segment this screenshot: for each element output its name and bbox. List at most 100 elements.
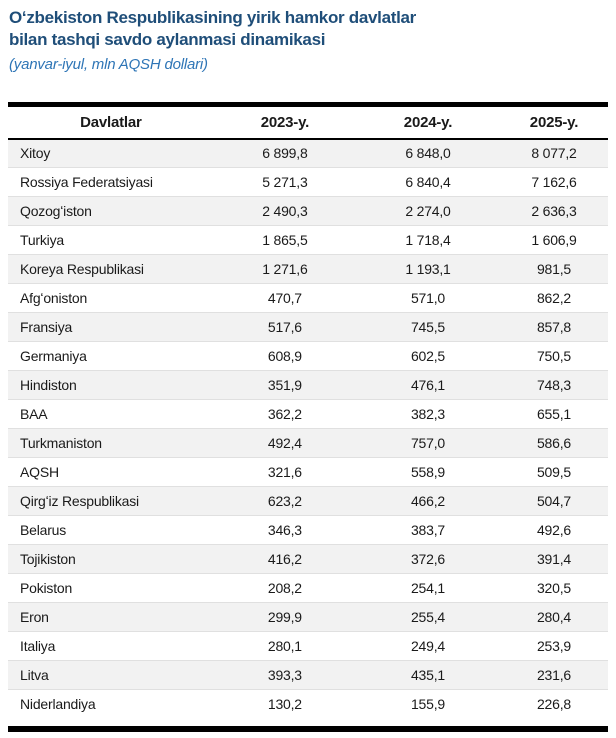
value-cell-y2025: 750,5 bbox=[499, 341, 608, 371]
value-cell-y2025: 857,8 bbox=[499, 312, 608, 342]
value-cell-y2025: 226,8 bbox=[499, 689, 608, 719]
value-cell-y2024: 745,5 bbox=[355, 312, 500, 342]
value-cell-y2024: 6 848,0 bbox=[405, 145, 451, 162]
table-row: Xitoy 6 899,8 6 848,0 8 077,2 bbox=[8, 138, 608, 168]
country-cell: Turkmaniston bbox=[8, 428, 214, 458]
header-row: Davlatlar 2023-y. 2024-y. 2025-y. bbox=[8, 104, 608, 140]
value-cell-y2024: 372,6 bbox=[355, 544, 500, 574]
column-header-2025: 2025-y. bbox=[499, 104, 608, 140]
country-cell: Litva bbox=[8, 660, 214, 690]
value-cell-y2024: 1 718,4 bbox=[355, 225, 500, 255]
table-bottom-bar bbox=[8, 725, 608, 732]
value-cell-y2023: 470,7 bbox=[213, 283, 356, 313]
page-title-line1: Oʻzbekiston Respublikasining yirik hamko… bbox=[9, 8, 416, 27]
country-cell: Rossiya Federatsiyasi bbox=[8, 167, 214, 197]
value-cell-y2025: 8 077,2 bbox=[531, 145, 577, 162]
table-bottom-gap bbox=[8, 718, 608, 726]
value-cell-y2025: 391,4 bbox=[499, 544, 608, 574]
value-cell-y2023: 351,9 bbox=[213, 370, 356, 400]
table-row: Tojikiston 416,2 372,6 391,4 bbox=[8, 544, 608, 574]
value-cell-y2025: 1 606,9 bbox=[499, 225, 608, 255]
table-row: Koreya Respublikasi 1 271,6 1 193,1 981,5 bbox=[8, 254, 608, 284]
value-cell-y2025: 492,6 bbox=[499, 515, 608, 545]
column-header-2023: 2023-y. bbox=[213, 104, 356, 140]
country-cell: Belarus bbox=[8, 515, 214, 545]
value-cell-y2025: 320,5 bbox=[499, 573, 608, 603]
value-cell-y2024: 382,3 bbox=[355, 399, 500, 429]
value-cell-y2024: 254,1 bbox=[355, 573, 500, 603]
value-cell-y2024: 255,4 bbox=[355, 602, 500, 632]
country-cell: Fransiya bbox=[8, 312, 214, 342]
value-cell-y2025: 981,5 bbox=[499, 254, 608, 284]
value-cell-y2025: 509,5 bbox=[499, 457, 608, 487]
value-cell-y2025: 748,3 bbox=[499, 370, 608, 400]
country-cell: Qozogʻiston bbox=[8, 196, 214, 226]
table-row: Hindiston 351,9 476,1 748,3 bbox=[8, 370, 608, 400]
country-cell: AQSH bbox=[8, 457, 214, 487]
table-row: Belarus 346,3 383,7 492,6 bbox=[8, 515, 608, 545]
value-cell-y2025: 280,4 bbox=[499, 602, 608, 632]
value-cell-y2023: 608,9 bbox=[213, 341, 356, 371]
value-cell-y2023: 517,6 bbox=[213, 312, 356, 342]
page-subtitle: (yanvar-iyul, mln AQSH dollari) bbox=[9, 56, 208, 73]
value-cell-y2024: 435,1 bbox=[355, 660, 500, 690]
country-cell: Italiya bbox=[8, 631, 214, 661]
value-cell-y2023: 299,9 bbox=[213, 602, 356, 632]
table-row: Fransiya 517,6 745,5 857,8 bbox=[8, 312, 608, 342]
table-row: Turkiya 1 865,5 1 718,4 1 606,9 bbox=[8, 225, 608, 255]
value-cell-y2024: 602,5 bbox=[355, 341, 500, 371]
value-cell-y2024: 2 274,0 bbox=[355, 196, 500, 226]
column-header-2024: 2024-y. bbox=[355, 104, 500, 140]
value-cell-y2023: 1 865,5 bbox=[213, 225, 356, 255]
table-row: Germaniya 608,9 602,5 750,5 bbox=[8, 341, 608, 371]
table-row: Italiya 280,1 249,4 253,9 bbox=[8, 631, 608, 661]
value-cell-y2025: 655,1 bbox=[499, 399, 608, 429]
value-cell-y2025: 231,6 bbox=[499, 660, 608, 690]
value-cell-y2024: 757,0 bbox=[355, 428, 500, 458]
table-row: Rossiya Federatsiyasi 5 271,3 6 840,4 7 162… bbox=[8, 167, 608, 197]
country-cell: Tojikiston bbox=[8, 544, 214, 574]
value-cell-y2023: 362,2 bbox=[213, 399, 356, 429]
value-cell-y2023: 321,6 bbox=[213, 457, 356, 487]
table-row: Niderlandiya 130,2 155,9 226,8 bbox=[8, 689, 608, 719]
table-header: Davlatlar 2023-y. 2024-y. 2025-y. bbox=[8, 104, 608, 140]
value-cell-y2023: 208,2 bbox=[213, 573, 356, 603]
value-cell-y2023: 1 271,6 bbox=[213, 254, 356, 284]
value-cell-y2023: 280,1 bbox=[213, 631, 356, 661]
value-cell-y2023: 346,3 bbox=[213, 515, 356, 545]
value-cell-y2023: 5 271,3 bbox=[213, 167, 356, 197]
table-body: Xitoy 6 899,8 6 848,0 8 077,2 Rossiya Federa… bbox=[8, 138, 608, 719]
value-cell-y2024: 571,0 bbox=[355, 283, 500, 313]
value-cell-y2024: 476,1 bbox=[355, 370, 500, 400]
value-cell-y2024: 249,4 bbox=[355, 631, 500, 661]
value-cell-y2025: 253,9 bbox=[499, 631, 608, 661]
value-cell-y2024: 1 193,1 bbox=[355, 254, 500, 284]
value-cell-y2024: 558,9 bbox=[355, 457, 500, 487]
trade-table: Davlatlar 2023-y. 2024-y. 2025-y. Xitoy 6… bbox=[8, 102, 608, 719]
country-cell: Xitoy bbox=[20, 145, 51, 162]
value-cell-y2023: 623,2 bbox=[213, 486, 356, 516]
value-cell-y2023: 492,4 bbox=[213, 428, 356, 458]
value-cell-y2024: 466,2 bbox=[355, 486, 500, 516]
column-header-davlatlar: Davlatlar bbox=[8, 104, 214, 140]
value-cell-y2024: 6 840,4 bbox=[355, 167, 500, 197]
table-row: Eron 299,9 255,4 280,4 bbox=[8, 602, 608, 632]
table-row: Pokiston 208,2 254,1 320,5 bbox=[8, 573, 608, 603]
table-row: AQSH 321,6 558,9 509,5 bbox=[8, 457, 608, 487]
country-cell: Qirgʻiz Respublikasi bbox=[8, 486, 214, 516]
country-cell: Pokiston bbox=[8, 573, 214, 603]
table-row: Qozogʻiston 2 490,3 2 274,0 2 636,3 bbox=[8, 196, 608, 226]
table-row: Litva 393,3 435,1 231,6 bbox=[8, 660, 608, 690]
value-cell-y2025: 504,7 bbox=[499, 486, 608, 516]
value-cell-y2025: 2 636,3 bbox=[499, 196, 608, 226]
value-cell-y2024: 155,9 bbox=[355, 689, 500, 719]
value-cell-y2023: 416,2 bbox=[213, 544, 356, 574]
country-cell: Germaniya bbox=[8, 341, 214, 371]
value-cell-y2023: 130,2 bbox=[213, 689, 356, 719]
value-cell-y2023: 6 899,8 bbox=[262, 145, 308, 162]
country-cell: BAA bbox=[8, 399, 214, 429]
trade-table-container: Davlatlar 2023-y. 2024-y. 2025-y. Xitoy 6… bbox=[8, 102, 608, 732]
value-cell-y2023: 393,3 bbox=[213, 660, 356, 690]
table-row: Qirgʻiz Respublikasi 623,2 466,2 504,7 bbox=[8, 486, 608, 516]
country-cell: Afgʻoniston bbox=[8, 283, 214, 313]
